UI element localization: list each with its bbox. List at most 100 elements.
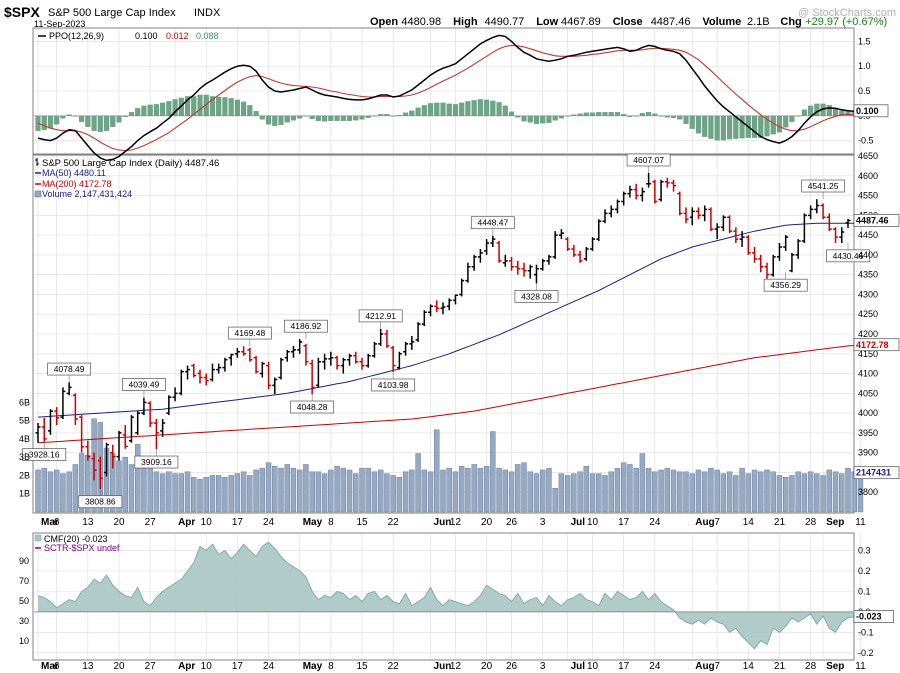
day-label: 22 (388, 517, 400, 528)
month-label: Apr (178, 517, 195, 528)
volume-bar (458, 466, 465, 513)
price-bar (621, 191, 627, 206)
price-annotation-label: 4448.47 (477, 218, 508, 228)
ppo-histogram-bar (265, 115, 272, 125)
ppo-histogram-bar (459, 102, 465, 116)
price-annotation-label: 4356.29 (770, 280, 801, 290)
price-bar (54, 407, 60, 425)
volume-bar (47, 471, 54, 513)
volume-bar (228, 475, 234, 513)
volume-bar (390, 475, 396, 513)
day-label: 20 (113, 661, 125, 672)
ppo-histogram-bar (826, 105, 832, 116)
price-bar (334, 355, 340, 370)
ppo-histogram-bar (427, 103, 434, 116)
ppo-histogram-bar (484, 99, 490, 116)
month-label: Jun (434, 661, 452, 672)
ppo-histogram-bar (801, 109, 807, 116)
watermark: @ StockCharts.com (798, 7, 896, 19)
price-annotation-box (801, 179, 845, 193)
price-bar (241, 346, 247, 356)
ppo-axis-tick: 1.0 (858, 61, 871, 71)
ppo-histogram-bar (278, 115, 284, 125)
volume-bar (153, 471, 160, 513)
price-annotation-box (470, 216, 515, 230)
price-bar (110, 444, 116, 469)
volume-bar (128, 464, 135, 513)
day-label: 24 (263, 661, 275, 672)
day-label: 11 (855, 661, 866, 672)
day-label: 12 (450, 661, 462, 672)
volume-bar (159, 473, 166, 513)
price-bar (596, 219, 602, 242)
ppo-histogram-bar (241, 101, 247, 116)
volume-bar (645, 467, 652, 513)
ppo-histogram-bar (440, 102, 446, 116)
month-label: Aug (695, 517, 714, 528)
price-bar (789, 252, 795, 273)
ppo-histogram-bar (409, 110, 415, 116)
ppo-histogram-bar (608, 112, 614, 116)
price-bar (471, 254, 477, 271)
sctr-axis-tick: 70 (19, 576, 29, 586)
ppo-histogram-bar (359, 115, 365, 120)
volume-bar (452, 471, 459, 513)
price-bar (702, 205, 708, 222)
volume-bar (315, 471, 322, 513)
day-label: 15 (356, 517, 368, 528)
volume-bar (664, 467, 671, 513)
volume-bar (172, 473, 178, 513)
volume-bar (845, 467, 851, 513)
quote-label: Low (536, 16, 558, 28)
cmf-legend: CMF(20) -0.023 SCTR-$SPX undef (34, 534, 120, 553)
volume-bar (745, 473, 752, 513)
cmf-axis-tick: 0.3 (858, 545, 871, 555)
price-bar (216, 363, 222, 374)
sctr-axis-tick: 30 (19, 616, 29, 626)
volume-bar (782, 477, 789, 513)
price-axis-tick: 4650 (858, 151, 878, 161)
ppo-histogram-bar (91, 115, 97, 131)
ppo-histogram-bar (789, 115, 795, 122)
price-annotation-box (284, 319, 328, 333)
price-bar (35, 423, 41, 443)
ppo-histogram-bar (197, 94, 203, 116)
day-label: 27 (145, 517, 157, 528)
volume-bar (321, 473, 328, 513)
price-bar (745, 235, 751, 255)
cmf-legend-label: CMF(20) -0.023 (44, 534, 108, 544)
price-bar (664, 177, 670, 188)
volume-bar (309, 471, 315, 513)
cmf-axis-tick: -0.1 (858, 627, 874, 637)
ppo-histogram-bar (471, 100, 477, 116)
ppo-histogram-bar (421, 105, 427, 116)
day-label: 17 (232, 661, 244, 672)
price-axis-tick: 4000 (858, 408, 878, 418)
ppo-histogram-bar (776, 115, 783, 133)
price-bar (695, 207, 701, 220)
price-last-value: 4487.46 (856, 215, 889, 225)
ppo-histogram-bar (546, 115, 552, 123)
price-annotation-label: 3928.16 (29, 450, 60, 460)
price-bar (602, 209, 608, 224)
ppo-histogram-bar (521, 115, 527, 122)
price-axis-tick: 4600 (858, 171, 878, 181)
price-bar (502, 254, 508, 267)
price-axis-tick: 4550 (858, 191, 878, 201)
price-annotation-box (78, 495, 123, 509)
ppo-histogram-bar (147, 104, 153, 116)
cmf-panel (32, 532, 855, 661)
price-bar (247, 347, 253, 362)
volume-bar (465, 467, 471, 513)
volume-bar (197, 478, 203, 513)
volume-bar (670, 469, 677, 513)
price-bar (533, 264, 539, 284)
ppo-histogram-bar (41, 115, 47, 130)
price-annotation-label: 4103.98 (378, 380, 409, 390)
volume-bar (365, 467, 371, 513)
day-label: 28 (805, 517, 817, 528)
day-label: 10 (587, 661, 599, 672)
price-bar (253, 355, 259, 374)
volume-bar (658, 469, 664, 513)
ppo-axis-tick: -0.5 (858, 136, 874, 146)
